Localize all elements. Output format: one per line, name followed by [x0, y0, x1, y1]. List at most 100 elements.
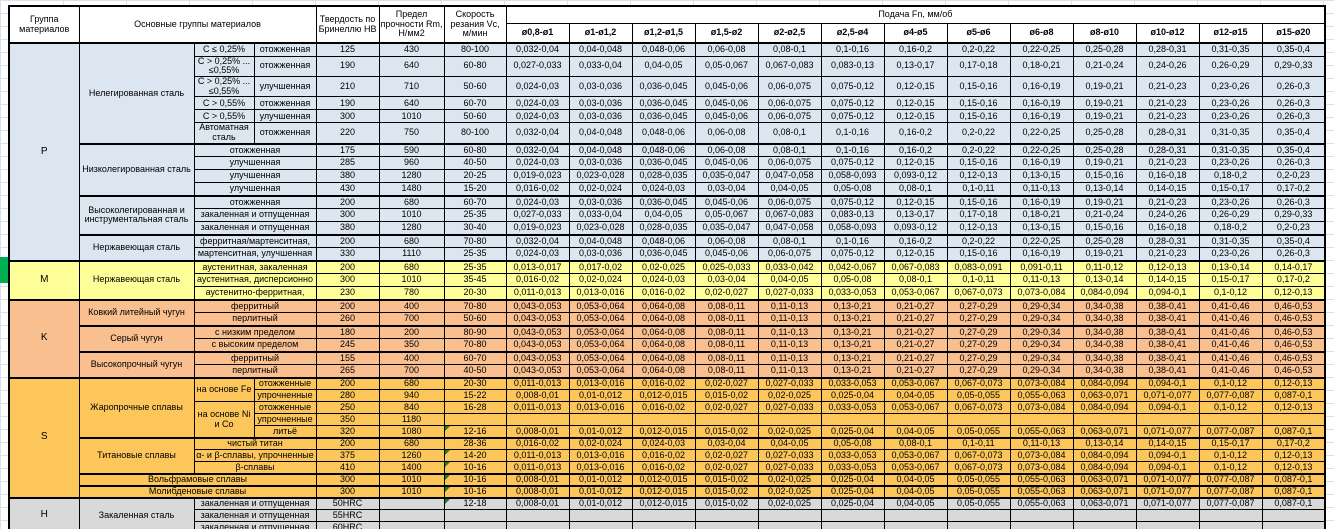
feed-cell[interactable]: 0,094-0,1: [1135, 376, 1200, 391]
strength-cell[interactable]: 1480: [378, 182, 445, 197]
material-state-cell[interactable]: отожженная: [253, 96, 317, 111]
cutting-speed-cell[interactable]: 25-35: [443, 208, 507, 223]
hardness-cell[interactable]: 190: [315, 55, 380, 77]
feed-cell[interactable]: 0,08-0,1: [757, 122, 822, 145]
material-state-cell[interactable]: чистый титан: [193, 436, 317, 451]
feed-cell[interactable]: 0,024-0,03: [505, 96, 570, 111]
feed-cell[interactable]: 0,024-0,03: [505, 194, 570, 210]
feed-cell[interactable]: 0,19-0,21: [1072, 109, 1137, 124]
feed-cell[interactable]: 0,094-0,1: [1135, 401, 1200, 415]
feed-cell[interactable]: 0,29-0,34: [1009, 312, 1074, 327]
feed-cell[interactable]: 0,11-0,12: [1072, 259, 1137, 275]
feed-cell[interactable]: 0,17-0,2: [1261, 273, 1326, 288]
hardness-cell[interactable]: 330: [315, 247, 380, 262]
strength-cell[interactable]: 590: [378, 142, 445, 158]
header-diameter-col[interactable]: ø5-ø6: [946, 22, 1011, 44]
feed-cell[interactable]: [568, 521, 633, 529]
feed-cell[interactable]: 0,01-0,012: [568, 496, 633, 511]
material-name-cell[interactable]: Высоколегированная и инструментальная ст…: [78, 194, 195, 236]
feed-cell[interactable]: 0,1-0,16: [820, 42, 885, 57]
feed-cell[interactable]: 0,01-0,012: [568, 425, 633, 439]
feed-cell[interactable]: 0,053-0,064: [568, 298, 633, 314]
cutting-speed-cell[interactable]: 50-60: [443, 75, 507, 98]
feed-cell[interactable]: 0,16-0,18: [1135, 169, 1200, 184]
feed-cell[interactable]: 0,08-0,1: [883, 436, 948, 451]
material-condition-cell[interactable]: C ≤ 0,25%: [193, 42, 255, 57]
header-diameter-col[interactable]: ø2,5-ø4: [820, 22, 885, 44]
cutting-speed-cell[interactable]: 60-70: [443, 96, 507, 111]
feed-cell[interactable]: 0,08-0,11: [694, 312, 759, 327]
feed-cell[interactable]: 0,053-0,067: [883, 376, 948, 391]
feed-cell[interactable]: 0,41-0,46: [1198, 364, 1263, 379]
strength-cell[interactable]: 1010: [378, 472, 445, 487]
feed-cell[interactable]: 0,083-0,091: [946, 259, 1011, 275]
feed-cell[interactable]: 0,17-0,18: [946, 208, 1011, 223]
feed-cell[interactable]: 0,071-0,077: [1135, 425, 1200, 439]
feed-cell[interactable]: [1198, 509, 1263, 523]
feed-cell[interactable]: 0,043-0,053: [505, 324, 570, 340]
feed-cell[interactable]: 0,036-0,045: [631, 194, 696, 210]
feed-cell[interactable]: 0,02-0,027: [694, 449, 759, 463]
strength-cell[interactable]: [378, 496, 445, 511]
feed-cell[interactable]: 0,008-0,01: [505, 472, 570, 487]
material-state-cell[interactable]: отожженные: [253, 401, 317, 415]
feed-cell[interactable]: 0,027-0,033: [757, 461, 822, 475]
feed-cell[interactable]: 0,14-0,15: [1135, 436, 1200, 451]
feed-cell[interactable]: 0,04-0,05: [631, 55, 696, 77]
feed-cell[interactable]: 0,08-0,11: [694, 324, 759, 340]
material-name-cell[interactable]: Нержавеющая сталь: [78, 233, 195, 262]
hardness-cell[interactable]: 300: [315, 109, 380, 124]
feed-cell[interactable]: 0,025-0,033: [694, 259, 759, 275]
feed-cell[interactable]: 0,053-0,064: [568, 324, 633, 340]
material-state-cell[interactable]: улучшенная: [193, 156, 317, 171]
feed-cell[interactable]: 0,03-0,036: [568, 156, 633, 171]
feed-cell[interactable]: 0,13-0,15: [1009, 221, 1074, 236]
cutting-speed-cell[interactable]: [443, 521, 507, 529]
feed-cell[interactable]: 0,29-0,33: [1261, 55, 1326, 77]
strength-cell[interactable]: 680: [378, 259, 445, 275]
feed-cell[interactable]: 0,011-0,013: [505, 286, 570, 301]
feed-cell[interactable]: 0,46-0,53: [1261, 364, 1326, 379]
feed-cell[interactable]: [1009, 521, 1074, 529]
strength-cell[interactable]: 1280: [378, 221, 445, 236]
feed-cell[interactable]: 0,084-0,094: [1072, 401, 1137, 415]
feed-cell[interactable]: 0,13-0,15: [1009, 169, 1074, 184]
feed-cell[interactable]: 0,073-0,084: [1009, 449, 1074, 463]
feed-cell[interactable]: 0,08-0,1: [883, 182, 948, 197]
feed-cell[interactable]: 0,1-0,12: [1198, 376, 1263, 391]
feed-cell[interactable]: 0,058-0,093: [820, 221, 885, 236]
feed-cell[interactable]: 0,21-0,23: [1135, 247, 1200, 262]
material-name-cell[interactable]: Нелегированная сталь: [78, 42, 195, 145]
feed-cell[interactable]: 0,013-0,016: [568, 286, 633, 301]
feed-cell[interactable]: 0,013-0,016: [568, 449, 633, 463]
feed-cell[interactable]: 0,11-0,13: [757, 298, 822, 314]
feed-cell[interactable]: 0,03-0,036: [568, 247, 633, 262]
material-state-cell[interactable]: ферритный: [193, 350, 317, 366]
feed-cell[interactable]: 0,17-0,2: [1261, 436, 1326, 451]
hardness-cell[interactable]: 190: [315, 96, 380, 111]
header-diameter-col[interactable]: ø1-ø1,2: [568, 22, 633, 44]
hardness-cell[interactable]: 200: [315, 376, 380, 391]
feed-cell[interactable]: 0,05-0,055: [946, 389, 1011, 403]
material-state-cell[interactable]: отожженная: [193, 142, 317, 158]
cutting-speed-cell[interactable]: [443, 413, 507, 427]
cutting-speed-cell[interactable]: 28-36: [443, 436, 507, 451]
header-tensile-strength[interactable]: Предел прочности Rm, Н/мм2: [378, 5, 445, 44]
strength-cell[interactable]: 1010: [378, 109, 445, 124]
hardness-cell[interactable]: 200: [315, 233, 380, 249]
feed-cell[interactable]: 0,26-0,3: [1261, 109, 1326, 124]
feed-cell[interactable]: 0,032-0,04: [505, 233, 570, 249]
feed-cell[interactable]: 0,063-0,071: [1072, 496, 1137, 511]
feed-cell[interactable]: 0,41-0,46: [1198, 298, 1263, 314]
feed-cell[interactable]: 0,21-0,27: [883, 312, 948, 327]
feed-cell[interactable]: 0,13-0,14: [1072, 436, 1137, 451]
feed-cell[interactable]: 0,073-0,084: [1009, 401, 1074, 415]
hardness-cell[interactable]: 210: [315, 75, 380, 98]
feed-cell[interactable]: [757, 509, 822, 523]
feed-cell[interactable]: 0,05-0,055: [946, 484, 1011, 499]
hardness-cell[interactable]: 60HRC: [315, 521, 380, 529]
strength-cell[interactable]: 200: [378, 324, 445, 340]
feed-cell[interactable]: 0,075-0,12: [820, 247, 885, 262]
feed-cell[interactable]: [505, 509, 570, 523]
feed-cell[interactable]: 0,04-0,05: [883, 472, 948, 487]
